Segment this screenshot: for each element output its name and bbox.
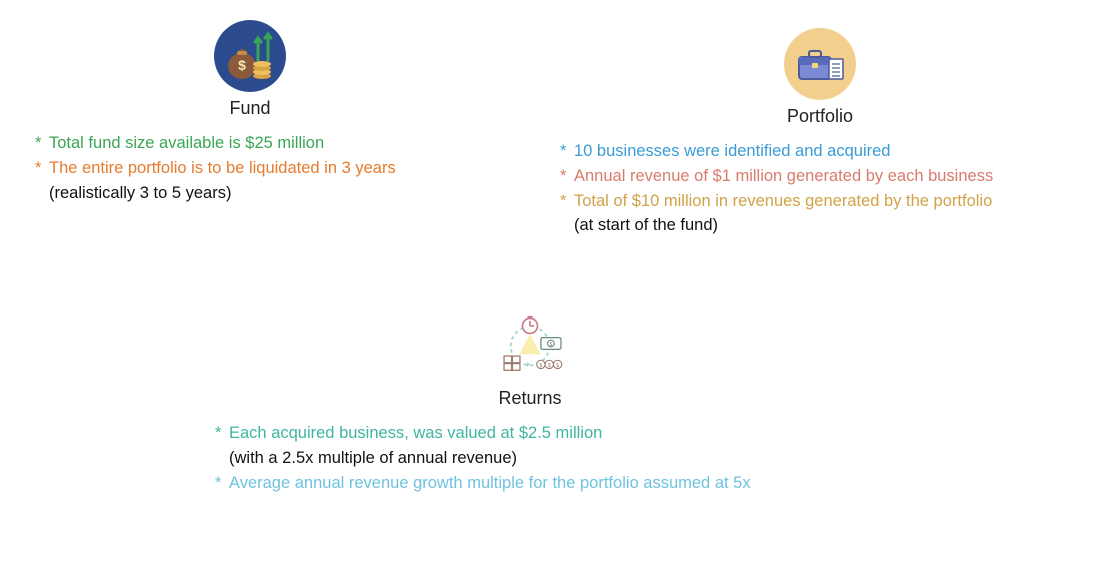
returns-section: $ $ $ $ Returns *Each acquired business,… — [215, 310, 915, 495]
fund-icon-wrap: $ Fund — [190, 20, 310, 119]
portfolio-title: Portfolio — [787, 106, 853, 127]
portfolio-bullet-2: *Total of $10 million in revenues genera… — [560, 189, 1090, 214]
svg-text:$: $ — [238, 57, 246, 73]
returns-cycle-icon: $ $ $ $ — [494, 310, 566, 382]
portfolio-bullets: *10 businesses were identified and acqui… — [560, 139, 1090, 238]
fund-bullets: *Total fund size available is $25 millio… — [35, 131, 515, 205]
fund-bullet-0: *Total fund size available is $25 millio… — [35, 131, 515, 156]
portfolio-bullet-1: *Annual revenue of $1 million generated … — [560, 164, 1090, 189]
fund-title: Fund — [229, 98, 270, 119]
returns-title: Returns — [498, 388, 561, 409]
fund-subnote: (realistically 3 to 5 years) — [35, 181, 515, 206]
portfolio-icon-wrap: Portfolio — [760, 28, 880, 127]
money-bag-coins-icon: $ — [214, 20, 286, 92]
svg-text:$: $ — [550, 342, 553, 348]
portfolio-bullet-0: *10 businesses were identified and acqui… — [560, 139, 1090, 164]
fund-section: $ Fund *Total fund size available is $25… — [35, 20, 515, 205]
briefcase-document-icon — [784, 28, 856, 100]
returns-bullet-1: *Average annual revenue growth multiple … — [215, 471, 915, 496]
portfolio-section: Portfolio *10 businesses were identified… — [560, 28, 1090, 238]
svg-text:$: $ — [556, 363, 559, 369]
svg-text:$: $ — [548, 363, 551, 369]
portfolio-subnote: (at start of the fund) — [560, 213, 1090, 238]
returns-subnote: (with a 2.5x multiple of annual revenue) — [215, 446, 915, 471]
returns-bullet-0: *Each acquired business, was valued at $… — [215, 421, 915, 446]
svg-text:$: $ — [539, 363, 542, 369]
returns-bullets: *Each acquired business, was valued at $… — [215, 421, 915, 495]
returns-icon-wrap: $ $ $ $ Returns — [470, 310, 590, 409]
fund-bullet-1: *The entire portfolio is to be liquidate… — [35, 156, 515, 181]
